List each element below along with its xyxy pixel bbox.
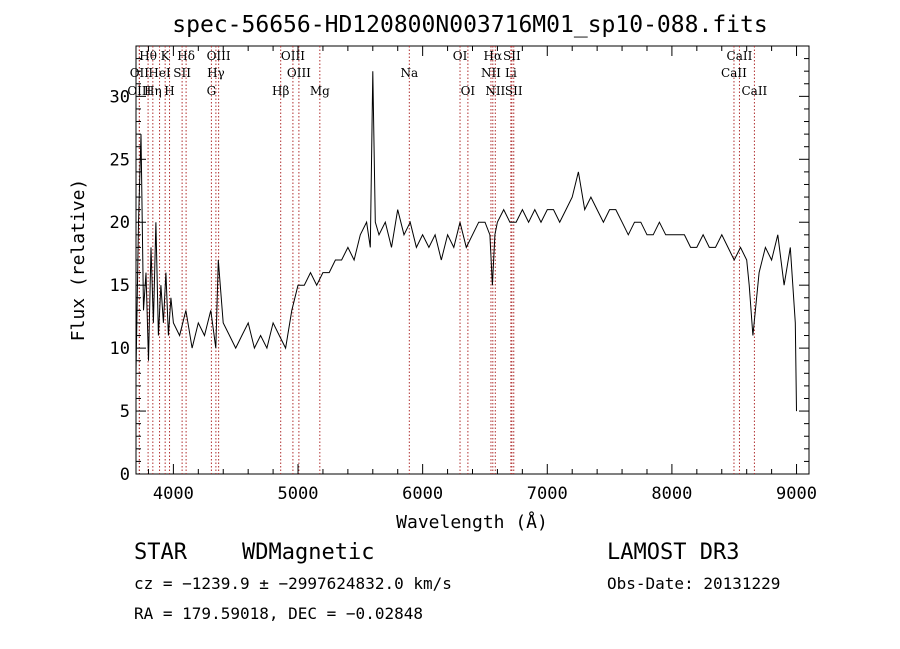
observation-date: Obs-Date: 20131229 [607, 574, 780, 593]
spectral-line-label: CaII [721, 66, 747, 80]
y-tick-label: 25 [110, 150, 130, 170]
object-subclass: WDMagnetic [242, 540, 374, 565]
spectral-line-label: Na [400, 66, 418, 80]
spectral-line-label: SII [503, 49, 521, 63]
spectral-line-label: Hη [144, 84, 162, 98]
y-tick-label: 10 [110, 339, 130, 359]
spectral-line-label: Hθ [139, 49, 157, 63]
x-tick-label: 5000 [278, 484, 319, 504]
spectral-line-label: Hα [484, 49, 503, 63]
coordinates: RA = 179.59018, DEC = −0.02848 [134, 604, 423, 623]
x-axis-ticks: 4000 5000 6000 7000 8000 9000 [147, 46, 817, 504]
y-tick-label: 0 [120, 465, 130, 485]
y-axis-ticks: 0 5 10 15 20 25 30 [110, 58, 809, 485]
spectral-line-label: NII [485, 84, 505, 98]
spectral-line-label: OI [453, 49, 468, 63]
chart-title: spec-56656-HD120800N003716M01_sp10-088.f… [172, 12, 767, 38]
spectral-line-label: OII [130, 66, 150, 80]
spectral-line-label: OIII [127, 84, 151, 98]
spectral-line-label: Mg [310, 84, 330, 98]
x-tick-label: 8000 [651, 484, 692, 504]
spectral-line-label: OIII [281, 49, 305, 63]
x-tick-label: 4000 [153, 484, 194, 504]
spectral-line-label: NII [481, 66, 501, 80]
x-tick-label: 7000 [527, 484, 568, 504]
spectral-line-label: CaII [741, 84, 767, 98]
x-tick-label: 9000 [776, 484, 817, 504]
spectral-line-label: G [207, 84, 217, 98]
object-class: STAR [134, 540, 188, 565]
y-tick-label: 20 [110, 213, 130, 233]
spectral-line-label: CaII [727, 49, 753, 63]
spectral-line-label: Hβ [272, 84, 289, 98]
spectral-line-label: OI [461, 84, 476, 98]
spectral-line-label: K [161, 49, 171, 63]
x-tick-label: 6000 [402, 484, 443, 504]
spectral-line-label: H [164, 84, 174, 98]
spectral-line-label: OIII [207, 49, 231, 63]
survey-name: LAMOST DR3 [607, 540, 739, 565]
y-tick-label: 15 [110, 276, 130, 296]
redshift-cz: cz = −1239.9 ± −2997624832.0 km/s [134, 574, 452, 593]
spectral-line-markers [138, 46, 755, 474]
y-tick-label: 5 [120, 402, 130, 422]
spectral-line-label: OIII [287, 66, 311, 80]
spectral-line-label: Hγ [207, 66, 225, 80]
y-tick-label: 30 [110, 87, 130, 107]
spectral-line-label: Li [505, 66, 517, 80]
y-axis-label: Flux (relative) [68, 179, 89, 342]
spectral-line-label: HeI [148, 66, 171, 80]
spectrum-line [135, 71, 797, 412]
spectral-line-label: SII [173, 66, 191, 80]
spectral-line-label: SII [505, 84, 523, 98]
plot-frame [135, 45, 810, 475]
x-axis-label: Wavelength (Å) [396, 511, 548, 533]
spectral-line-label: Hδ [177, 49, 195, 63]
spectral-line-labels: Hθ OII OIII K HeI Hη Hδ SII H OIII Hγ G OIII OIII Hβ Mg… [127, 49, 767, 98]
